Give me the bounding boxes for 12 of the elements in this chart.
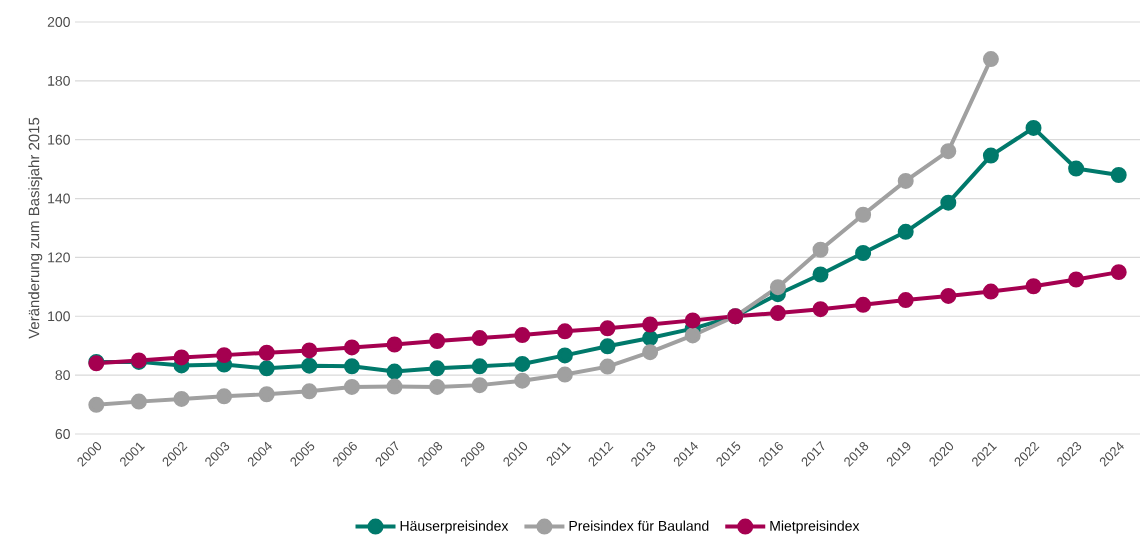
y-tick-label: 100 (48, 311, 70, 322)
legend-label: Häuserpreisindex (400, 520, 509, 534)
y-tick-label: 200 (47, 17, 70, 27)
y-axis-title: Veränderung zum Basisjahr 2015 (28, 117, 43, 339)
y-tick-label: 60 (55, 429, 70, 439)
y-tick-label: 160 (48, 134, 70, 145)
y-tick-label: 80 (55, 370, 70, 381)
legend-label: Mietpreisindex (770, 520, 860, 534)
y-tick-label: 180 (48, 75, 70, 86)
legend-label: Preisindex für Bauland (569, 520, 709, 531)
y-tick-label: 140 (48, 193, 70, 204)
y-tick-label: 120 (48, 252, 70, 263)
